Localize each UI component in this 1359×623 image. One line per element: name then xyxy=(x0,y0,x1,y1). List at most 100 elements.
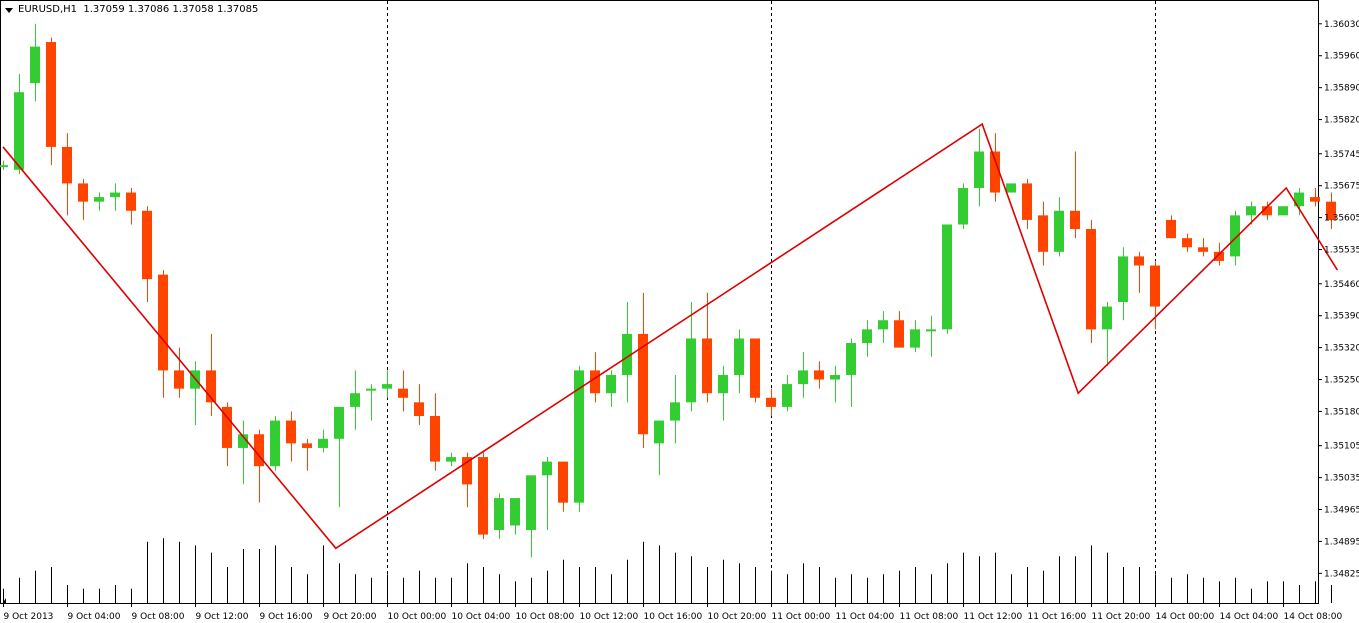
candle-body xyxy=(1278,206,1288,216)
candle-body xyxy=(254,434,264,467)
candle-body xyxy=(46,42,56,147)
x-tick-label: 10 Oct 04:00 xyxy=(452,612,511,622)
candle-body xyxy=(494,498,504,531)
candle xyxy=(814,361,824,389)
candle-body xyxy=(446,457,456,462)
candle-body xyxy=(1230,215,1240,257)
candle xyxy=(158,270,168,398)
candle xyxy=(30,23,40,102)
candle-body xyxy=(142,210,152,280)
candle xyxy=(606,370,616,407)
candle-body xyxy=(526,475,536,531)
candle-body xyxy=(1310,197,1320,202)
candle xyxy=(1150,260,1160,330)
candle-body xyxy=(1022,183,1032,220)
candle-body xyxy=(926,329,936,332)
candle-body xyxy=(558,461,568,503)
candle-body xyxy=(1294,192,1304,207)
candle xyxy=(798,352,808,398)
candle xyxy=(1310,187,1320,207)
candle-body xyxy=(846,343,856,375)
candle xyxy=(878,311,888,344)
candle-body xyxy=(670,402,680,421)
candle xyxy=(766,388,776,417)
candle xyxy=(1102,302,1112,366)
candle-body xyxy=(542,461,552,476)
candle xyxy=(942,224,952,334)
y-tick-label: 1.35035 xyxy=(1324,474,1359,484)
candle-body xyxy=(798,370,808,385)
candle-body xyxy=(110,192,120,198)
candle xyxy=(910,320,920,353)
chart-symbol: EURUSD,H1 xyxy=(18,4,78,15)
y-tick-label: 1.35960 xyxy=(1324,52,1359,62)
price-axis: 1.36030 1.35960 1.35890 1.35820 1.35745 1.356… xyxy=(1318,20,1359,579)
y-tick-label: 1.35745 xyxy=(1324,150,1359,160)
candle xyxy=(1182,233,1192,252)
candle-body xyxy=(1102,306,1112,330)
candle-body xyxy=(686,338,696,403)
candle xyxy=(1070,151,1080,239)
candle xyxy=(142,206,152,302)
candle xyxy=(254,429,264,503)
x-tick-label: 9 Oct 04:00 xyxy=(68,612,121,622)
zigzag-line xyxy=(2,122,1339,550)
y-tick-label: 1.34895 xyxy=(1324,537,1359,547)
candle-body xyxy=(270,420,280,467)
candle xyxy=(62,133,72,216)
y-tick-label: 1.35535 xyxy=(1324,246,1359,256)
candle xyxy=(174,347,184,398)
candle-body xyxy=(766,397,776,407)
candle-body xyxy=(1070,210,1080,230)
candle-body xyxy=(990,151,1000,193)
candle xyxy=(1086,219,1096,344)
y-tick-label: 1.35460 xyxy=(1324,280,1359,290)
candle-body xyxy=(1198,247,1208,252)
candle-body xyxy=(94,197,104,202)
candle-body xyxy=(158,274,168,371)
candle xyxy=(302,438,312,471)
candle-body xyxy=(1166,219,1176,239)
chart-ohlc: 1.37059 1.37086 1.37058 1.37085 xyxy=(83,4,259,15)
candle-body xyxy=(830,374,840,380)
candle xyxy=(382,370,392,398)
candle-body xyxy=(238,434,248,448)
x-tick-label: 9 Oct 20:00 xyxy=(324,612,377,622)
candle xyxy=(1134,251,1144,293)
candle xyxy=(1326,192,1336,230)
candle-body xyxy=(430,416,440,462)
candle-body xyxy=(606,374,616,394)
y-tick-label: 1.35105 xyxy=(1324,442,1359,452)
chart-menu-triangle-icon[interactable] xyxy=(5,8,13,13)
y-tick-label: 1.35320 xyxy=(1324,344,1359,354)
candle xyxy=(782,374,792,412)
candle-body xyxy=(510,498,520,526)
candle-body xyxy=(750,338,760,398)
corner-arrow-icon xyxy=(2,598,6,604)
x-tick-label: 10 Oct 20:00 xyxy=(708,612,767,622)
candle xyxy=(350,370,360,430)
candle-body xyxy=(126,192,136,211)
candle xyxy=(78,178,88,220)
candle xyxy=(1198,238,1208,257)
candle xyxy=(990,133,1000,202)
candle xyxy=(526,475,536,558)
candle-body xyxy=(1150,265,1160,307)
x-tick-label: 14 Oct 08:00 xyxy=(1284,612,1343,622)
candle xyxy=(478,452,488,540)
candle xyxy=(430,393,440,471)
candle-body xyxy=(286,420,296,444)
y-tick-label: 1.35390 xyxy=(1324,312,1359,322)
candle-body xyxy=(334,406,344,439)
candle xyxy=(1054,197,1064,257)
x-tick-label: 11 Oct 08:00 xyxy=(900,612,959,622)
plot-frame xyxy=(0,0,1319,604)
candle xyxy=(542,457,552,531)
candle xyxy=(366,384,376,421)
candle-body xyxy=(462,457,472,485)
candle-body xyxy=(1118,256,1128,302)
candle xyxy=(1118,247,1128,321)
candle-body xyxy=(862,329,872,344)
